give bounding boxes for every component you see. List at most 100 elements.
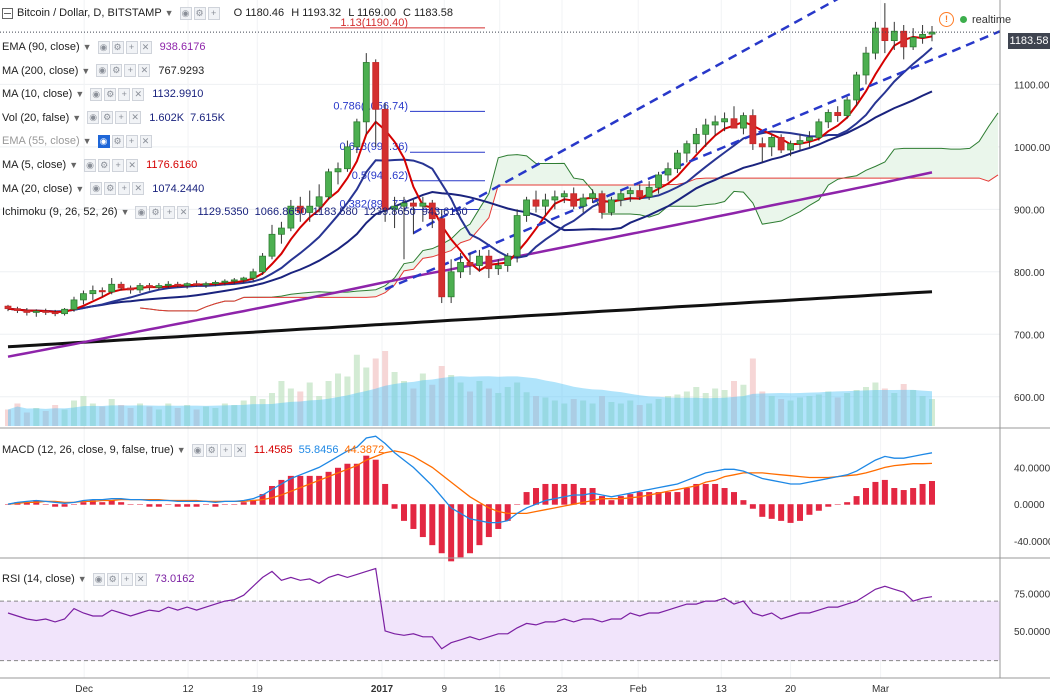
candle-body: [306, 205, 314, 213]
chevron-down-icon[interactable]: ▼: [72, 112, 82, 123]
volume-bar: [815, 394, 822, 426]
rsi-controls[interactable]: ◉ ⚙ + ✕: [92, 572, 149, 586]
macd-histogram-bar: [749, 504, 756, 509]
macd-histogram-bar: [891, 488, 898, 505]
volume-bar: [787, 400, 794, 426]
macd-controls[interactable]: ◉ ⚙ + ✕: [191, 443, 248, 457]
add-icon[interactable]: +: [125, 134, 138, 148]
visibility-icon[interactable]: ◉: [92, 572, 105, 586]
chevron-down-icon[interactable]: ▼: [82, 136, 92, 147]
add-icon[interactable]: +: [124, 64, 137, 78]
volume-bar: [99, 406, 106, 426]
add-icon[interactable]: +: [118, 182, 131, 196]
visibility-icon[interactable]: ◉: [191, 443, 204, 457]
add-icon[interactable]: +: [120, 572, 133, 586]
chevron-down-icon[interactable]: ▼: [81, 65, 91, 76]
macd-histogram-bar: [127, 504, 134, 505]
macd-histogram-bar: [118, 502, 125, 505]
indicator-controls[interactable]: ◉ ⚙ + ✕: [97, 40, 154, 54]
macd-histogram-bar: [476, 504, 483, 546]
chevron-down-icon[interactable]: ▼: [77, 574, 87, 584]
visibility-icon[interactable]: ◉: [96, 64, 109, 78]
indicator-controls[interactable]: ◉ ⚙ + ✕: [135, 205, 191, 219]
add-icon[interactable]: +: [219, 443, 232, 457]
add-icon[interactable]: +: [112, 158, 125, 172]
volume-bar: [108, 399, 115, 426]
settings-icon[interactable]: ⚙: [111, 134, 124, 148]
settings-icon[interactable]: ⚙: [104, 87, 117, 101]
volume-bar: [636, 405, 643, 426]
macd-histogram-bar: [42, 504, 49, 505]
close-icon[interactable]: ✕: [139, 134, 152, 148]
realtime-indicator[interactable]: ! realtime: [939, 12, 1011, 27]
indicator-value: 1183.580: [312, 206, 358, 219]
macd-histogram-bar: [240, 502, 247, 505]
candlesticks[interactable]: [4, 3, 936, 317]
visibility-icon[interactable]: ◉: [97, 134, 110, 148]
add-icon[interactable]: +: [118, 87, 131, 101]
visibility-icon[interactable]: ◉: [90, 87, 103, 101]
macd-histogram-bar: [504, 504, 511, 521]
settings-icon[interactable]: ⚙: [106, 572, 119, 586]
close-icon[interactable]: ✕: [138, 64, 151, 78]
add-icon[interactable]: +: [125, 40, 138, 54]
indicator-controls[interactable]: ◉ ⚙ + ✕: [96, 64, 152, 78]
add-icon[interactable]: +: [115, 111, 128, 125]
candle-body: [636, 190, 644, 198]
alert-icon[interactable]: !: [939, 12, 954, 27]
volume-bar: [542, 397, 549, 426]
close-icon[interactable]: ✕: [233, 443, 246, 457]
visibility-icon[interactable]: ◉: [135, 205, 148, 219]
chevron-down-icon[interactable]: ▼: [120, 207, 130, 218]
chevron-down-icon[interactable]: ▼: [82, 42, 92, 52]
chevron-down-icon[interactable]: ▼: [176, 445, 186, 455]
candle-body: [108, 283, 116, 293]
macd-histogram-bar: [287, 475, 294, 505]
volume-bar: [89, 403, 96, 426]
chevron-down-icon[interactable]: ▼: [164, 8, 174, 18]
settings-icon[interactable]: ⚙: [104, 182, 117, 196]
close-icon[interactable]: ✕: [126, 158, 139, 172]
settings-icon[interactable]: ⚙: [111, 40, 124, 54]
collapse-icon[interactable]: [2, 7, 13, 19]
visibility-icon[interactable]: ◉: [97, 40, 110, 54]
settings-icon[interactable]: ⚙: [193, 6, 206, 20]
settings-icon[interactable]: ⚙: [110, 64, 123, 78]
candle-body: [268, 233, 276, 257]
title-controls[interactable]: ◉ ⚙ +: [179, 6, 222, 20]
indicator-controls[interactable]: ◉ ⚙ + ✕: [84, 158, 140, 172]
close-icon[interactable]: ✕: [134, 572, 147, 586]
close-icon[interactable]: ✕: [132, 87, 145, 101]
volume-bar: [768, 396, 775, 426]
settings-icon[interactable]: ⚙: [101, 111, 114, 125]
macd-histogram-bar: [269, 485, 275, 505]
indicator-controls[interactable]: ◉ ⚙ + ✕: [97, 134, 154, 148]
visibility-icon[interactable]: ◉: [87, 111, 100, 125]
chevron-down-icon[interactable]: ▼: [69, 160, 79, 170]
macd-histogram-bar: [467, 504, 473, 554]
volume-bar: [438, 366, 445, 426]
macd-histogram-bar: [768, 504, 775, 519]
settings-icon[interactable]: ⚙: [149, 205, 162, 219]
indicator-value: 1132.9910: [152, 88, 204, 101]
indicator-controls[interactable]: ◉ ⚙ + ✕: [87, 111, 143, 125]
candle-body: [146, 285, 153, 288]
close-icon[interactable]: ✕: [132, 182, 145, 196]
indicator-controls[interactable]: ◉ ⚙ + ✕: [90, 182, 146, 196]
visibility-icon[interactable]: ◉: [179, 6, 192, 20]
close-icon[interactable]: ✕: [139, 40, 152, 54]
add-icon[interactable]: +: [207, 6, 220, 20]
macd-histogram-bar: [297, 475, 304, 505]
chevron-down-icon[interactable]: ▼: [75, 183, 85, 194]
visibility-icon[interactable]: ◉: [84, 158, 97, 172]
close-icon[interactable]: ✕: [129, 111, 142, 125]
add-icon[interactable]: +: [163, 205, 176, 219]
settings-icon[interactable]: ⚙: [98, 158, 111, 172]
macd-histogram-bar: [523, 492, 530, 505]
visibility-icon[interactable]: ◉: [90, 182, 103, 196]
indicator-controls[interactable]: ◉ ⚙ + ✕: [90, 87, 146, 101]
close-icon[interactable]: ✕: [177, 205, 190, 219]
settings-icon[interactable]: ⚙: [205, 443, 218, 457]
chevron-down-icon[interactable]: ▼: [75, 89, 85, 100]
